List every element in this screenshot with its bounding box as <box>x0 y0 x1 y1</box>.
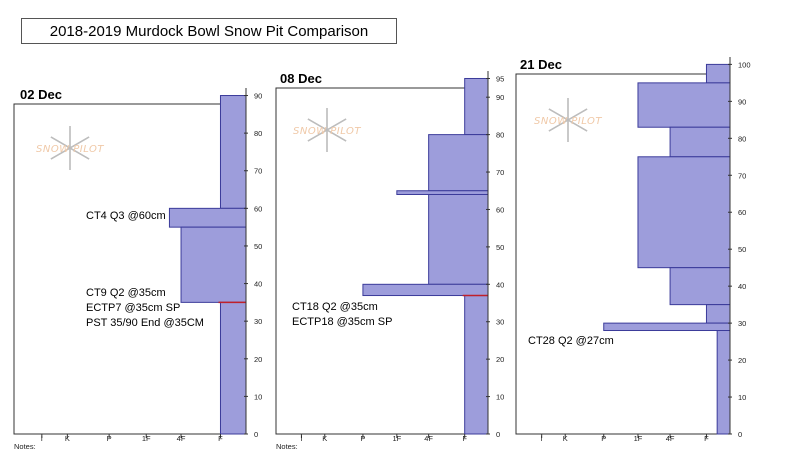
snowpilot-logo: SNOW PILOT <box>293 108 361 152</box>
annotation-line: CT9 Q2 @35cm <box>86 287 166 299</box>
y-tick-label: 20 <box>496 355 504 364</box>
layer-bar <box>428 193 489 285</box>
y-tick-label: 100 <box>738 60 751 69</box>
annotation-line: ECTP18 @35cm SP <box>292 316 393 328</box>
snowflake-icon-arm <box>50 136 90 160</box>
layer-bar <box>637 82 731 128</box>
y-tick-label: 70 <box>738 171 746 180</box>
y-tick-label: 10 <box>254 392 262 401</box>
y-tick-label: 70 <box>496 168 504 177</box>
y-tick-label: 20 <box>254 355 262 364</box>
hardness-label: 1F <box>392 434 401 443</box>
layer-bar <box>168 207 247 228</box>
stability-annotation: CT9 Q2 @35cm ECTP7 @35cm SP PST 35/90 End … <box>86 286 204 331</box>
hardness-label: K <box>65 434 70 443</box>
layer-bar <box>603 322 731 332</box>
layer-bar <box>705 63 731 84</box>
y-tick-label: 50 <box>254 242 262 251</box>
layer-bar <box>716 330 731 435</box>
hardness-label: P <box>601 434 606 443</box>
snowpilot-logo: SNOW PILOT <box>534 98 602 142</box>
y-tick-label: 80 <box>254 129 262 138</box>
stability-annotation: CT18 Q2 @35cm ECTP18 @35cm SP <box>292 300 392 330</box>
y-tick-label: 0 <box>738 430 742 439</box>
y-tick-label: 60 <box>496 205 504 214</box>
y-tick-label: 30 <box>496 318 504 327</box>
y-tick-label: 95 <box>496 74 504 83</box>
annotation-line: ECTP7 @35cm SP <box>86 302 181 314</box>
hardness-label: 4F <box>424 434 433 443</box>
logo-text: SNOW PILOT <box>534 116 602 127</box>
layer-bar <box>669 126 731 158</box>
hardness-label: I <box>41 434 43 443</box>
y-tick-label: 0 <box>254 430 258 439</box>
layer-bar <box>464 77 489 136</box>
logo-text: SNOW PILOT <box>36 144 104 155</box>
y-tick-label: 0 <box>496 430 500 439</box>
pit-date-2: 08 Dec <box>280 71 322 86</box>
annotation-line: CT4 Q3 @60cm <box>86 210 166 222</box>
hardness-label: F <box>462 434 467 443</box>
y-tick-label: 60 <box>254 204 262 213</box>
logo-text: SNOW PILOT <box>293 126 361 137</box>
hardness-label: I <box>300 434 302 443</box>
chart-title-box: 2018-2019 Murdock Bowl Snow Pit Comparis… <box>21 18 397 44</box>
annotation-line: CT28 Q2 @27cm <box>528 335 614 347</box>
y-tick-label: 10 <box>738 393 746 402</box>
layer-bar <box>705 304 731 324</box>
snowflake-icon-arm <box>548 108 588 132</box>
annotation-line: PST 35/90 End @35CM <box>86 317 204 329</box>
y-tick-label: 70 <box>254 167 262 176</box>
stability-annotation: CT4 Q3 @60cm <box>86 209 166 224</box>
layer-bar <box>180 226 247 303</box>
pit-date-1: 02 Dec <box>20 87 62 102</box>
y-tick-label: 40 <box>254 280 262 289</box>
layer-bar <box>219 95 247 209</box>
annotation-line: CT18 Q2 @35cm <box>292 301 378 313</box>
hardness-label: 4F <box>666 434 675 443</box>
y-tick-label: 10 <box>496 393 504 402</box>
pit-date-3: 21 Dec <box>520 57 562 72</box>
y-tick-label: 30 <box>254 317 262 326</box>
y-tick-label: 90 <box>254 92 262 101</box>
hardness-label: K <box>322 434 327 443</box>
chart-title: 2018-2019 Murdock Bowl Snow Pit Comparis… <box>49 22 369 40</box>
hardness-label: I <box>541 434 543 443</box>
snowpilot-logo: SNOW PILOT <box>36 126 104 170</box>
notes-label: Notes: <box>14 442 36 450</box>
y-tick-label: 90 <box>496 93 504 102</box>
hardness-label: F <box>704 434 709 443</box>
layer-bar <box>669 267 731 306</box>
hardness-label: K <box>563 434 568 443</box>
y-tick-label: 80 <box>496 131 504 140</box>
hardness-label: F <box>218 434 223 443</box>
hardness-label: P <box>360 434 365 443</box>
layer-bar <box>464 295 489 435</box>
y-tick-label: 20 <box>738 356 746 365</box>
y-tick-label: 40 <box>496 280 504 289</box>
layer-bar <box>637 156 731 269</box>
layer-bar <box>219 301 247 435</box>
snowflake-icon-arm <box>307 118 347 142</box>
y-tick-label: 60 <box>738 208 746 217</box>
y-tick-label: 50 <box>738 245 746 254</box>
notes-label: Notes: <box>276 442 298 450</box>
y-tick-label: 40 <box>738 282 746 291</box>
y-tick-label: 90 <box>738 97 746 106</box>
hardness-label: 1F <box>142 434 151 443</box>
y-tick-label: 80 <box>738 134 746 143</box>
stability-annotation: CT28 Q2 @27cm <box>528 334 614 349</box>
y-tick-label: 30 <box>738 319 746 328</box>
y-tick-label: 50 <box>496 243 504 252</box>
hardness-label: 4F <box>177 434 186 443</box>
layer-bar <box>428 134 489 192</box>
hardness-label: 1F <box>634 434 643 443</box>
layer-bar <box>362 283 489 297</box>
layer-bar <box>396 190 489 195</box>
hardness-label: P <box>107 434 112 443</box>
